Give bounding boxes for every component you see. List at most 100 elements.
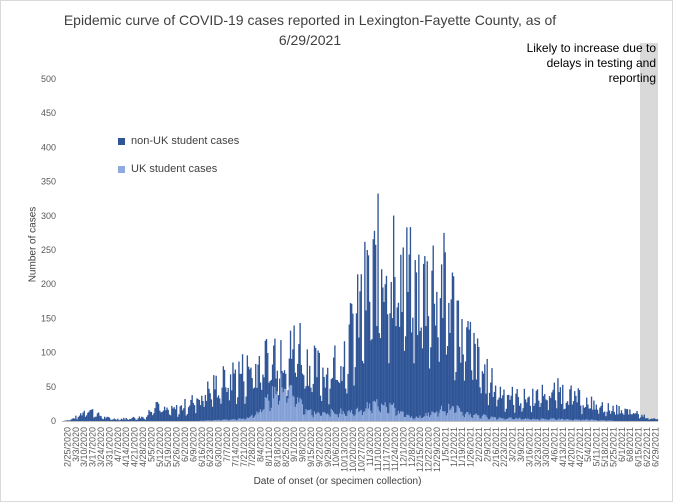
bar-nonuk <box>85 415 88 421</box>
bar-uk <box>229 419 232 421</box>
bar-uk <box>540 418 542 421</box>
x-tick-label: 11/17/2020 <box>382 427 392 471</box>
bar-nonuk <box>148 410 150 421</box>
bar-uk <box>491 416 493 421</box>
bar-uk <box>498 417 500 421</box>
x-tick-label: 10/20/2020 <box>348 427 358 472</box>
bar-uk <box>479 418 481 421</box>
x-tick-label: 6/9/2020 <box>188 427 198 462</box>
bar-nonuk <box>222 366 225 421</box>
bar-nonuk <box>101 418 103 421</box>
x-tick-label: 3/23/2021 <box>533 427 543 467</box>
bar-uk <box>376 399 378 421</box>
bar-nonuk <box>624 408 626 421</box>
bar-nonuk <box>460 362 462 421</box>
bar-nonuk <box>108 417 111 421</box>
bar-uk <box>336 414 338 421</box>
bar-uk <box>430 414 432 421</box>
bar-nonuk <box>298 344 300 421</box>
bar-nonuk <box>339 383 341 421</box>
bar-uk <box>384 402 386 421</box>
bar-nonuk <box>414 260 416 421</box>
bar-uk <box>388 413 390 421</box>
bar-uk <box>299 397 301 421</box>
bar-nonuk <box>601 402 603 421</box>
bar-uk <box>213 420 215 421</box>
x-tick-label: 5/12/2020 <box>155 427 165 467</box>
bar-nonuk <box>594 409 596 421</box>
bar-uk <box>256 411 258 421</box>
bar-nonuk <box>486 358 488 421</box>
bar-nonuk <box>185 415 187 421</box>
bar-uk <box>394 407 396 421</box>
bar-uk <box>466 411 468 421</box>
bar-uk <box>349 412 352 421</box>
bar-nonuk <box>75 415 77 421</box>
bar-uk <box>273 398 275 421</box>
bar-uk <box>364 411 366 421</box>
x-tick-label: 8/25/2020 <box>281 427 291 467</box>
bar-nonuk <box>361 360 364 421</box>
bar-nonuk <box>499 386 502 421</box>
bar-nonuk <box>255 363 257 421</box>
bar-nonuk <box>574 391 576 421</box>
bar-nonuk <box>491 368 493 421</box>
bar-uk <box>566 419 569 421</box>
bar-uk <box>586 419 588 421</box>
bar-uk <box>497 419 499 421</box>
bar-nonuk <box>84 416 87 421</box>
bar-nonuk <box>144 419 147 421</box>
x-tick-label: 5/25/2021 <box>608 427 618 467</box>
bar-uk <box>396 414 398 421</box>
bar-nonuk <box>389 313 391 421</box>
bar-uk <box>370 410 372 421</box>
bar-nonuk <box>261 389 263 421</box>
bar-uk <box>536 418 539 421</box>
bar-nonuk <box>330 379 332 421</box>
bar-nonuk <box>630 414 632 421</box>
bar-uk <box>240 419 243 421</box>
bar-uk <box>225 419 227 421</box>
bar-uk <box>307 409 310 421</box>
bar-nonuk <box>421 348 424 421</box>
bar-nonuk <box>256 387 258 421</box>
bar-nonuk <box>328 404 330 421</box>
bar-nonuk <box>109 419 112 421</box>
bar-nonuk <box>192 402 195 421</box>
bar-nonuk <box>455 372 457 421</box>
bar-uk <box>335 414 337 421</box>
y-tick-label: 100 <box>41 348 56 358</box>
bar-nonuk <box>111 419 113 421</box>
bar-nonuk <box>431 270 433 421</box>
bar-uk <box>378 410 380 421</box>
x-tick-label: 4/27/2021 <box>575 427 585 467</box>
bar-nonuk <box>279 378 281 421</box>
x-tick-label: 10/27/2020 <box>356 427 366 472</box>
bar-nonuk <box>518 405 521 421</box>
bar-uk <box>553 418 556 421</box>
bar-uk <box>476 415 479 421</box>
bar-uk <box>559 419 562 421</box>
bar-nonuk <box>511 386 514 421</box>
bar-nonuk <box>315 347 317 421</box>
bar-nonuk <box>343 341 346 421</box>
bar-nonuk <box>357 274 359 421</box>
bar-nonuk <box>213 375 215 421</box>
bar-uk <box>451 405 454 421</box>
bar-nonuk <box>403 350 406 421</box>
bar-nonuk <box>257 364 259 421</box>
bar-uk <box>448 403 450 421</box>
bar-nonuk <box>544 394 546 421</box>
bar-nonuk <box>193 405 196 421</box>
bar-uk <box>547 419 550 421</box>
x-tick-label: 7/7/2020 <box>222 427 232 462</box>
bar-nonuk <box>631 414 633 421</box>
bar-uk <box>521 419 523 421</box>
bar-nonuk <box>82 412 84 421</box>
bar-uk <box>557 419 559 421</box>
bar-uk <box>380 403 383 421</box>
bar-nonuk <box>88 411 90 421</box>
bar-nonuk <box>310 387 312 421</box>
bar-nonuk <box>293 325 295 421</box>
bar-nonuk <box>306 349 308 421</box>
